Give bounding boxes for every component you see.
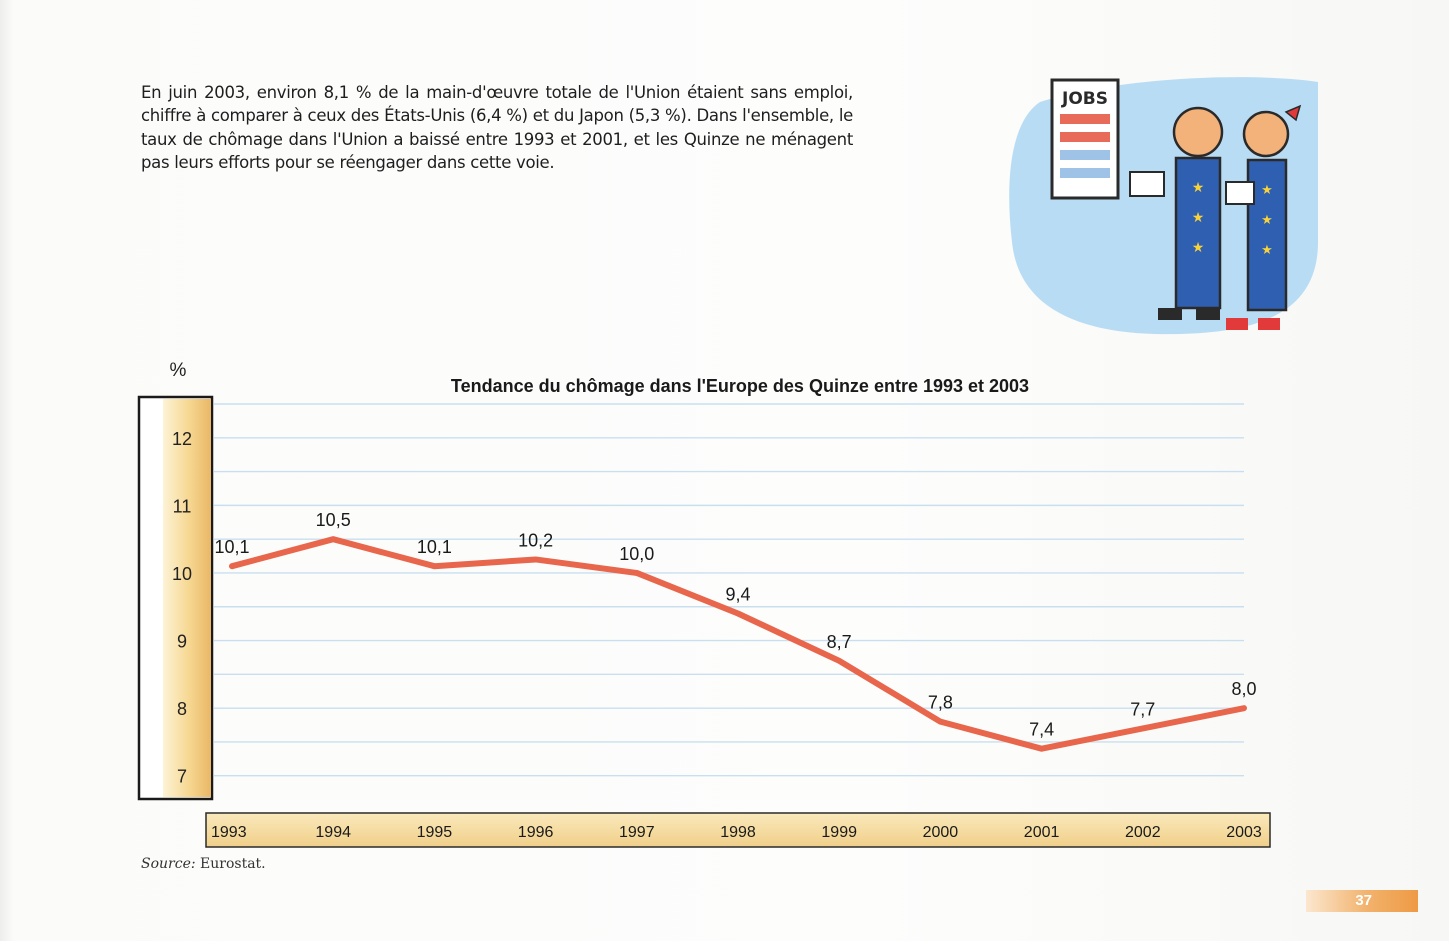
character-left-icon: ★ ★ ★: [1129, 106, 1224, 320]
gridlines: [214, 403, 1244, 777]
intro-paragraph: En juin 2003, environ 8,1 % de la main-d…: [141, 82, 853, 173]
data-label: 10,2: [518, 530, 553, 550]
y-axis-unit-label: %: [170, 360, 187, 381]
character-right-icon: ★ ★ ★: [1225, 104, 1302, 330]
data-point: [1039, 746, 1045, 752]
y-tick-label: 10: [172, 564, 192, 584]
data-label: 7,7: [1130, 699, 1155, 719]
data-point: [229, 563, 235, 569]
data-labels: 10,1 10,5 10,1 10,2 10,0 9,4 8,7 7,8 7,4 7,7 8,0: [214, 510, 1256, 740]
data-label: 8,7: [827, 632, 852, 652]
jobs-board-icon: JOBS: [1050, 78, 1120, 200]
data-label: 9,4: [725, 585, 750, 605]
data-label: 10,5: [316, 510, 351, 530]
series-line: [229, 536, 1247, 752]
data-label: 7,4: [1029, 720, 1054, 740]
data-label: 7,8: [928, 693, 953, 713]
source-text: Eurostat.: [195, 856, 266, 872]
data-point: [634, 570, 640, 576]
y-axis-band: [137, 395, 214, 801]
data-point: [937, 719, 943, 725]
svg-text:★: ★: [1192, 179, 1205, 195]
y-tick-labels: 12 11 10 9 8 7: [172, 429, 192, 787]
x-tick-label: 1995: [417, 824, 453, 841]
svg-text:★: ★: [1261, 182, 1273, 197]
data-point: [836, 658, 842, 664]
data-label: 8,0: [1231, 679, 1256, 699]
svg-text:★: ★: [1192, 209, 1205, 225]
data-label: 10,1: [417, 537, 452, 557]
svg-text:★: ★: [1261, 242, 1273, 257]
y-tick-label: 11: [173, 496, 192, 516]
x-tick-label: 2000: [923, 824, 959, 841]
data-point: [1241, 705, 1247, 711]
x-tick-label: 1996: [518, 824, 554, 841]
data-point: [330, 536, 336, 542]
jobs-sign-text: JOBS: [1061, 89, 1108, 109]
x-tick-labels: 1993 1994 1995 1996 1997 1998 1999 2000 2001 2002…: [211, 824, 1262, 841]
y-tick-label: 7: [177, 767, 187, 787]
svg-text:★: ★: [1192, 239, 1205, 255]
data-points: [229, 536, 1247, 752]
svg-text:★: ★: [1261, 212, 1273, 227]
data-point: [1140, 725, 1146, 731]
data-label: 10,0: [619, 544, 654, 564]
x-tick-label: 2001: [1024, 824, 1060, 841]
y-tick-label: 9: [177, 632, 187, 652]
x-tick-label: 1999: [821, 824, 857, 841]
page-number: 37: [1306, 890, 1418, 912]
jobs-illustration: JOBS ★ ★ ★ ★ ★ ★: [1009, 77, 1318, 335]
x-tick-label: 1993: [211, 824, 247, 841]
data-point: [533, 556, 539, 562]
x-tick-label: 1997: [619, 824, 655, 841]
x-tick-label: 2002: [1125, 824, 1161, 841]
chart-title: Tendance du chômage dans l'Europe des Qu…: [451, 376, 1029, 396]
x-tick-label: 1994: [315, 824, 351, 841]
data-label: 10,1: [214, 537, 249, 557]
x-tick-label: 2003: [1226, 824, 1262, 841]
y-tick-label: 12: [172, 429, 192, 449]
x-axis-band: [205, 812, 1271, 848]
data-point: [735, 611, 741, 617]
data-point: [431, 563, 437, 569]
x-tick-label: 1998: [720, 824, 756, 841]
y-tick-label: 8: [177, 699, 187, 719]
source-label: Source:: [141, 856, 196, 872]
source-note: Source: Eurostat.: [141, 856, 266, 872]
